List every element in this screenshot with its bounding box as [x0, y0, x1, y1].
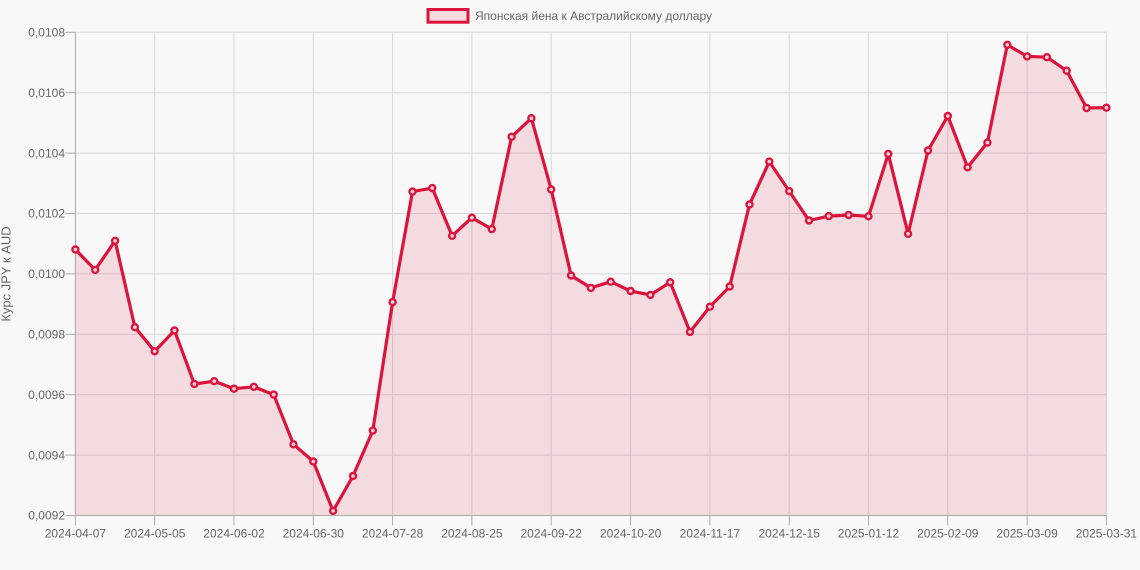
svg-text:2024-05-05: 2024-05-05	[124, 527, 186, 541]
svg-text:2024-07-28: 2024-07-28	[362, 527, 424, 541]
svg-text:0,0108: 0,0108	[28, 26, 65, 40]
svg-text:2024-06-30: 2024-06-30	[283, 527, 345, 541]
svg-text:0,0098: 0,0098	[28, 328, 65, 342]
svg-text:0,0094: 0,0094	[28, 448, 65, 462]
svg-text:0,0096: 0,0096	[28, 388, 65, 402]
svg-text:2025-03-31: 2025-03-31	[1076, 527, 1138, 541]
svg-text:2024-12-15: 2024-12-15	[759, 527, 821, 541]
svg-text:0,0092: 0,0092	[28, 509, 65, 523]
svg-text:2025-01-12: 2025-01-12	[838, 527, 900, 541]
svg-text:Японская йена к Австралийскому: Японская йена к Австралийскому доллару	[475, 9, 712, 23]
svg-text:2024-09-22: 2024-09-22	[521, 527, 583, 541]
svg-text:Курс JPY к AUD: Курс JPY к AUD	[0, 226, 14, 321]
svg-text:0,0104: 0,0104	[28, 146, 65, 160]
svg-text:2025-02-09: 2025-02-09	[917, 527, 979, 541]
svg-text:0,0102: 0,0102	[28, 207, 65, 221]
svg-text:2024-11-17: 2024-11-17	[680, 527, 741, 541]
svg-text:0,0106: 0,0106	[28, 86, 65, 100]
svg-text:2024-06-02: 2024-06-02	[203, 527, 265, 541]
svg-text:2025-03-09: 2025-03-09	[996, 527, 1058, 541]
svg-text:2024-08-25: 2024-08-25	[441, 527, 503, 541]
svg-text:2024-04-07: 2024-04-07	[45, 527, 107, 541]
svg-text:0,0100: 0,0100	[28, 267, 65, 281]
svg-text:2024-10-20: 2024-10-20	[600, 527, 662, 541]
